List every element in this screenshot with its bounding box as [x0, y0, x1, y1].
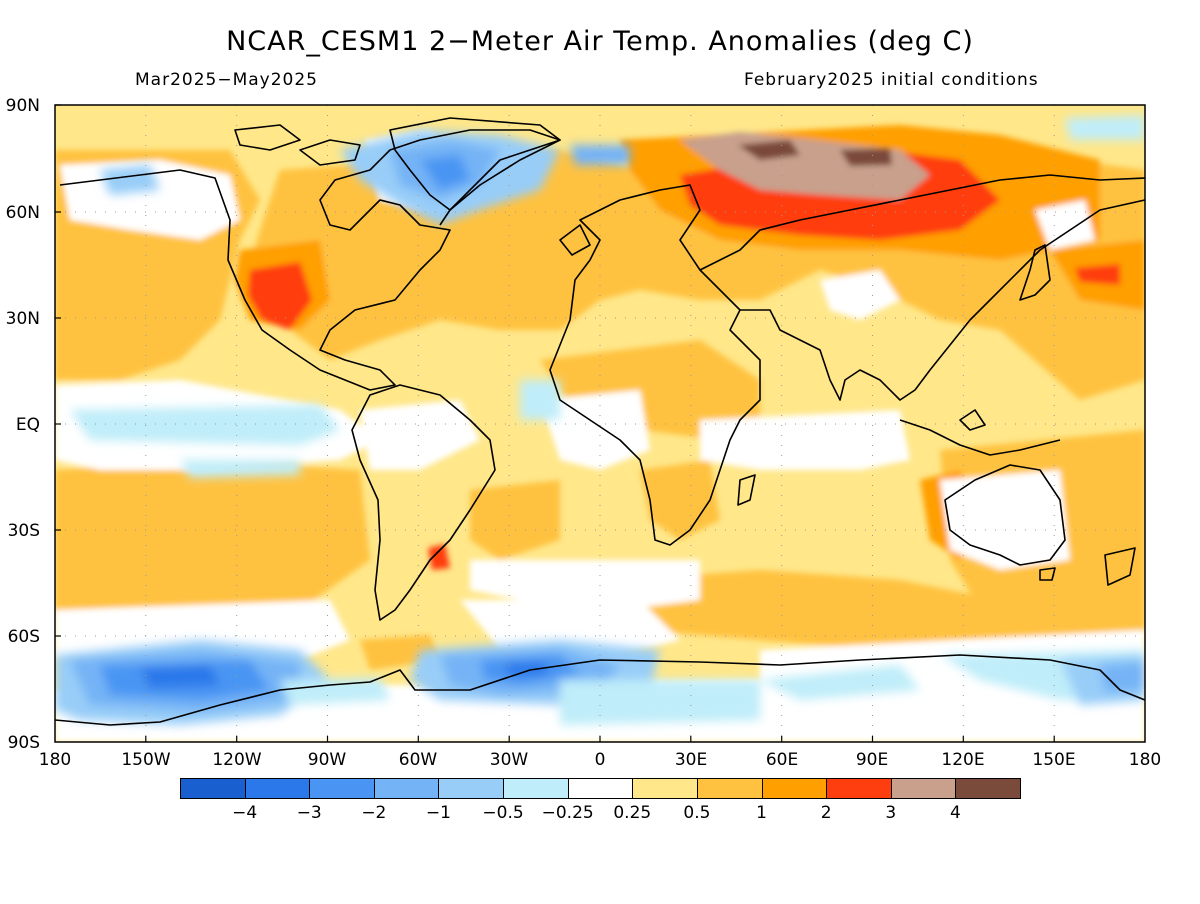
- colorbar-label: −0.25: [541, 803, 594, 823]
- lat-label: 30S: [7, 521, 40, 541]
- colorbar-swatch: [761, 778, 828, 799]
- coastlines: [55, 117, 1145, 726]
- lon-label: 120E: [941, 750, 985, 770]
- lat-label: 90N: [5, 96, 40, 116]
- colorbar-swatch: [567, 778, 634, 799]
- colorbar-label: 0.5: [683, 803, 711, 823]
- colorbar-label: −1: [425, 803, 451, 823]
- forecast-period: Mar2025−May2025: [135, 70, 318, 90]
- colorbar-label: −2: [361, 803, 387, 823]
- colorbar-swatch: [438, 778, 505, 799]
- colorbar-swatch: [180, 778, 246, 799]
- colorbar-swatch: [890, 778, 957, 799]
- lon-label: 30W: [489, 750, 529, 770]
- tick-marks: [55, 104, 1055, 742]
- lat-label: 60S: [7, 627, 40, 647]
- lat-label: EQ: [15, 415, 40, 435]
- colorbar-swatch: [632, 778, 698, 799]
- anomaly-field: [55, 105, 1145, 742]
- lon-label: 90E: [855, 750, 889, 770]
- lon-label: 0: [594, 750, 606, 770]
- lon-label: 120W: [212, 750, 262, 770]
- lon-label: 30E: [674, 750, 708, 770]
- colorbar-label: 1: [756, 803, 767, 823]
- lon-label: 180: [1128, 750, 1162, 770]
- initial-conditions: February2025 initial conditions: [744, 70, 1039, 90]
- lon-label: 60W: [398, 750, 438, 770]
- colorbar-label: 2: [820, 803, 832, 823]
- lon-label: 90W: [307, 750, 347, 770]
- lat-label: 60N: [5, 203, 40, 223]
- colorbar-swatch: [955, 778, 1021, 799]
- lon-label: 150W: [121, 750, 171, 770]
- colorbar-swatch: [244, 778, 311, 799]
- lat-label: 90S: [7, 733, 40, 753]
- colorbar-label: −0.5: [482, 803, 524, 823]
- lat-label: 30N: [5, 309, 40, 329]
- lon-label: 180: [38, 750, 72, 770]
- colorbar-label: 0.25: [613, 803, 652, 823]
- lon-label: 150E: [1032, 750, 1076, 770]
- colorbar-label: −3: [296, 803, 322, 823]
- colorbar-label: −4: [232, 803, 258, 823]
- colorbar-swatch: [826, 778, 892, 799]
- map-title: NCAR_CESM1 2−Meter Air Temp. Anomalies (…: [226, 26, 974, 57]
- colorbar-swatch: [373, 778, 440, 799]
- colorbar: [180, 778, 1021, 800]
- colorbar-swatch: [309, 778, 375, 799]
- colorbar-swatch: [696, 778, 763, 799]
- colorbar-label: 3: [885, 803, 897, 823]
- colorbar-swatch: [503, 778, 569, 799]
- lon-label: 60E: [765, 750, 799, 770]
- colorbar-label: 4: [949, 803, 961, 823]
- graticule: [55, 105, 1145, 742]
